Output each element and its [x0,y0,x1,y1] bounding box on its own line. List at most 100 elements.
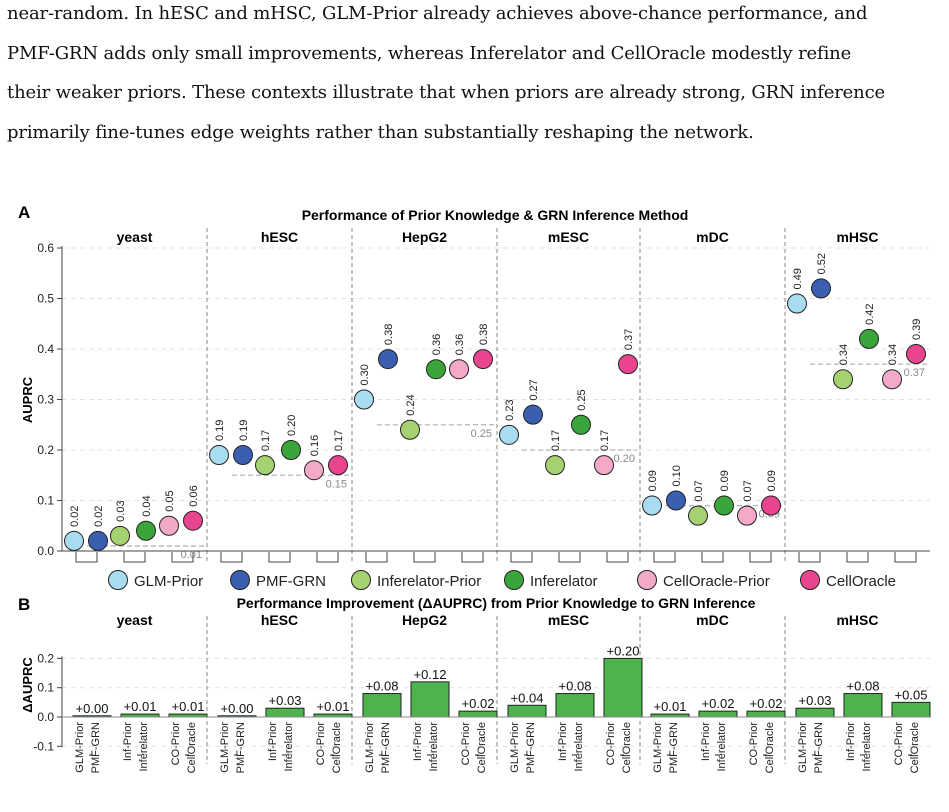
panel-a-point [449,359,469,380]
paragraph-line-2: PMF-GRN adds only small improvements, wh… [7,42,852,64]
legend-label: GLM-Prior [134,573,203,590]
panel-b-bar-label: +0.01 [654,699,687,714]
panel-a-point-label: 0.10 [671,465,683,486]
panel-a-point-label: 0.07 [742,480,754,501]
panel-b-ytick-label: -0.1 [33,739,54,753]
panel-b-from-label: CO-Prior [605,722,617,766]
panel-a-point-label: 0.34 [887,344,899,365]
panel-b-to-label: Inferelator [428,722,440,772]
panel-b-bar-label: +0.01 [172,699,205,714]
legend-swatch [637,570,657,590]
legend-swatch [504,570,524,590]
panel-b-from-label: CO-Prior [315,722,327,766]
panel-a-point [523,404,543,425]
paragraph-line-3: their weaker priors. These contexts illu… [7,82,886,103]
panel-b-bar [507,704,547,718]
panel-b-to-label: Inferelator [573,722,585,772]
panel-a-point-label: 0.16 [309,435,321,456]
panel-b-bar [555,693,595,718]
panel-a-xtick-box [510,552,533,563]
legend-label: CellOracle [826,573,896,590]
panel-a-point-label: 0.37 [623,329,635,350]
panel-a-point-label: 0.20 [286,415,298,436]
panel-a-point [64,530,84,551]
panel-a-point [209,445,229,466]
panel-b-bar [843,693,883,718]
panel-b-bar-label: +0.02 [750,696,783,711]
panel-a-point-label: 0.25 [576,389,588,410]
panel-a-xtick-box [268,552,291,563]
panel-b-bar-label: +0.08 [366,679,399,694]
panel-a-xtick-box [701,552,724,563]
panel-b-to-label: PMF-GRN [668,722,680,773]
panel-a-plot: 0.0 0.1 0.2 0.3 0.4 0.5 0.6 yeast 0.01 0.02 0.02 0.… [37,228,930,563]
panel-a-ytick-label: 0.3 [37,393,54,407]
panel-a-xtick-box [316,552,339,563]
panel-b-bar-label: +0.12 [414,667,447,682]
panel-a-ytick-label: 0.2 [37,443,54,457]
panel-a-point [499,424,519,445]
panel-a-xtick-box [606,552,629,563]
panel-b-bar-label: +0.00 [221,701,254,716]
panel-b-group-title: hESC [261,612,298,628]
panel-a-ytick-label: 0.0 [37,544,54,558]
panel-a-point-label: 0.30 [359,364,371,385]
panel-b-from-label: CO-Prior [460,722,472,766]
panel-a-point-label: 0.04 [141,495,153,516]
panel-b-bar-label: +0.01 [124,699,157,714]
panel-a-ytick-label: 0.6 [37,241,54,255]
panel-b-to-label: PMF-GRN [235,722,247,773]
panel-a-point-label: 0.09 [719,470,731,491]
panel-b-bar-label: +0.03 [269,693,302,708]
panel-b-to-label: PMF-GRN [813,722,825,773]
panel-a-point [737,505,757,526]
panel-a-point [545,455,565,476]
panel-a-point [304,460,324,481]
panel-b-from-label: GLM-Prior [364,722,376,773]
panel-b-bar [265,707,305,718]
panel-a-baseline-label: 0.15 [326,478,347,490]
panel-b-to-label: CellOracle [621,722,633,773]
panel-a-ytick-label: 0.5 [37,292,54,306]
panel-a-point-label: 0.03 [115,500,127,521]
panel-b-to-label: CellOracle [476,722,488,773]
panel-b-bar-label: +0.04 [511,690,544,705]
legend-label: PMF-GRN [256,573,326,590]
panel-b-to-label: CellOracle [331,722,343,773]
panel-a-xtick-box [123,552,146,563]
panel-a-point-label: 0.09 [647,470,659,491]
panel-a-group-title: hESC [261,229,298,245]
legend-label: Inferelator [530,573,598,590]
panel-a-point [571,414,591,435]
panel-b-bar-label: +0.02 [462,696,495,711]
panel-a-point [159,515,179,536]
paragraph-line-1: near-random. In hESC and mHSC, GLM-Prior… [7,3,868,24]
panel-a-point [906,344,926,365]
panel-b-bar [795,707,835,718]
panel-a-xtick-box [894,552,917,563]
panel-b-from-label: Inf-Prior [557,722,569,761]
panel-b-from-label: Inf-Prior [122,722,134,761]
panel-a-point [473,349,493,370]
panel-b-to-label: CellOracle [186,722,198,773]
panel-b-bar-label: +0.05 [895,687,928,702]
panel-b-ytick-label: 0.0 [37,710,54,724]
panel-b-from-label: GLM-Prior [509,722,521,773]
panel-a-group-title: mHSC [836,229,878,245]
panel-b-from-label: GLM-Prior [219,722,231,773]
panel-a-group-title: HepG2 [402,229,447,245]
panel-b-bar [410,681,450,718]
panel-a-point [833,369,853,390]
legend-swatch [351,570,371,590]
legend-swatch [230,570,250,590]
body-paragraph: near-random. In hESC and mHSC, GLM-Prior… [7,0,942,152]
panel-a-point-label: 0.36 [431,334,443,355]
panel-b-bar-label: +0.08 [559,679,592,694]
panel-a-ytick-label: 0.1 [37,494,54,508]
panel-a-point [594,455,614,476]
panel-b-to-label: PMF-GRN [90,722,102,773]
panel-b-title: Performance Improvement (ΔAUPRC) from Pr… [237,595,756,611]
panel-b-bar [891,701,931,718]
panel-b-ytick-label: 0.1 [37,681,54,695]
panel-b-bar-label: +0.08 [847,679,880,694]
